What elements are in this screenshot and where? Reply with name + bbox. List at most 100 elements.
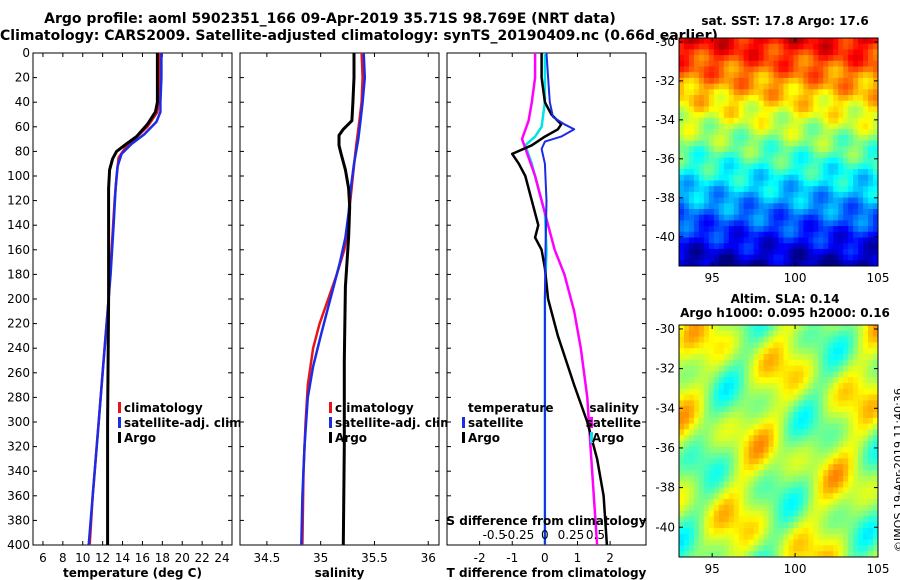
y-tick-label: 260 bbox=[7, 366, 30, 380]
x-tick-label: 0 bbox=[541, 551, 549, 565]
x-tick-label: 34.5 bbox=[254, 551, 281, 565]
temp-legend-label: Argo bbox=[124, 431, 156, 445]
sla_map-xtick-label: 105 bbox=[867, 562, 890, 576]
y-tick-label: 140 bbox=[7, 218, 30, 232]
diff-legend-left-label: satellite bbox=[468, 416, 523, 430]
y-tick-label: 40 bbox=[15, 95, 30, 109]
sla_map-xtick-label: 100 bbox=[784, 562, 807, 576]
sla_map-ytick-label: -34 bbox=[655, 401, 675, 415]
x-tick-label: -1 bbox=[506, 551, 518, 565]
diff-legend-right-title: salinity bbox=[589, 401, 639, 415]
x2-tick-label: -0.25 bbox=[503, 528, 534, 542]
sla-map-title: Altim. SLA: 0.14 Argo h1000: 0.095 h2000… bbox=[678, 292, 892, 320]
temp-legend-swatch bbox=[118, 417, 121, 428]
diff-legend-swatch bbox=[462, 432, 465, 443]
difference-frame bbox=[446, 52, 647, 546]
sst-map-title: sat. SST: 17.8 Argo: 17.6 bbox=[701, 14, 869, 28]
salinity-frame bbox=[239, 52, 440, 546]
sla_map-ytick-label: -40 bbox=[655, 520, 675, 534]
diff-line-t-satellite bbox=[540, 52, 576, 545]
x-tick-label: 18 bbox=[155, 551, 170, 565]
sla_map: -30 -32 -34 -36 -38 -40 95 100 105 bbox=[655, 322, 889, 576]
x-tick-label: 36 bbox=[421, 551, 436, 565]
y-tick-label: 360 bbox=[7, 489, 30, 503]
temp-legend-swatch bbox=[118, 402, 121, 413]
sst_map-xtick-label: 95 bbox=[705, 271, 720, 285]
x-tick-label: -2 bbox=[474, 551, 486, 565]
sst_map-ytick-label: -30 bbox=[655, 35, 675, 49]
x-tick-label: 6 bbox=[39, 551, 47, 565]
diff-legend-swatch bbox=[590, 432, 593, 443]
sst_map-xtick-label: 105 bbox=[867, 271, 890, 285]
difference-xlabel: T difference from climatology bbox=[447, 566, 647, 580]
diff-legend-right-label: satellite bbox=[586, 416, 641, 430]
y-tick-label: 180 bbox=[7, 267, 30, 281]
sst_map-xtick-label: 100 bbox=[784, 271, 807, 285]
x2-tick-label: 0.5 bbox=[586, 528, 605, 542]
temp-line-argo bbox=[106, 53, 159, 545]
sla_map-xtick-label: 95 bbox=[705, 562, 720, 576]
y-tick-label: 320 bbox=[7, 440, 30, 454]
sla-title-line2: Argo h1000: 0.095 h2000: 0.16 bbox=[680, 306, 890, 320]
sal-legend-swatch bbox=[329, 402, 332, 413]
sst_map-ytick-label: -36 bbox=[655, 152, 675, 166]
x-tick-label: 22 bbox=[195, 551, 210, 565]
sst_map-ytick-label: -32 bbox=[655, 74, 675, 88]
y-tick-label: 240 bbox=[7, 341, 30, 355]
sla_map-ytick-label: -32 bbox=[655, 362, 675, 376]
temp-legend-label: satellite-adj. clim. bbox=[124, 416, 246, 430]
x2-tick-label: -0.5 bbox=[483, 528, 506, 542]
x-tick-label: 1 bbox=[574, 551, 582, 565]
y-tick-label: 280 bbox=[7, 390, 30, 404]
temp-line-satelliteadjclim bbox=[87, 53, 163, 546]
y-tick-label: 300 bbox=[7, 415, 30, 429]
sal-legend-label: satellite-adj. clim. bbox=[335, 416, 457, 430]
sst_map-ytick-label: -38 bbox=[655, 191, 675, 205]
y-tick-label: 20 bbox=[15, 71, 30, 85]
y-tick-label: 0 bbox=[22, 46, 30, 60]
temp-legend-label: climatology bbox=[124, 401, 203, 415]
x2-tick-label: 0.25 bbox=[558, 528, 585, 542]
sla_map-frame bbox=[678, 324, 879, 558]
y-tick-label: 160 bbox=[7, 243, 30, 257]
y-tick-label: 220 bbox=[7, 317, 30, 331]
sal-legend-swatch bbox=[329, 417, 332, 428]
diff-legend-swatch bbox=[462, 417, 465, 428]
diff-x2label: S difference from climatology bbox=[446, 514, 646, 528]
sal-legend-swatch bbox=[329, 432, 332, 443]
y-tick-label: 340 bbox=[7, 464, 30, 478]
x-tick-label: 2 bbox=[606, 551, 614, 565]
y-tick-label: 200 bbox=[7, 292, 30, 306]
sst_map-raster bbox=[679, 38, 878, 266]
diff-legend-left-title: temperature bbox=[468, 401, 553, 415]
sla_map-ytick-label: -36 bbox=[655, 441, 675, 455]
sla-title-line1: Altim. SLA: 0.14 bbox=[730, 292, 840, 306]
diff-line-s-satellite bbox=[520, 53, 599, 546]
x-tick-label: 35 bbox=[313, 551, 328, 565]
sst_map-ytick-label: -40 bbox=[655, 230, 675, 244]
temperature-xlabel: temperature (deg C) bbox=[63, 566, 202, 580]
sal-line-satelliteadjclim bbox=[300, 52, 367, 546]
y-tick-label: 380 bbox=[7, 513, 30, 527]
sst_map: -30 -32 -34 -36 -38 -40 95 100 105 bbox=[655, 35, 889, 285]
sal-legend-label: Argo bbox=[335, 431, 367, 445]
y-tick-label: 80 bbox=[15, 144, 30, 158]
y-tick-label: 400 bbox=[7, 538, 30, 552]
x-tick-label: 16 bbox=[135, 551, 150, 565]
temp-legend-swatch bbox=[118, 432, 121, 443]
y-tick-label: 60 bbox=[15, 120, 30, 134]
x-tick-label: 12 bbox=[95, 551, 110, 565]
chart-title-line1: Argo profile: aoml 5902351_166 09-Apr-20… bbox=[44, 11, 616, 27]
diff-legend-right-label: Argo bbox=[592, 431, 624, 445]
salinity-xlabel: salinity bbox=[315, 566, 365, 580]
sal-line-argo bbox=[337, 53, 356, 546]
x-tick-label: 35.5 bbox=[361, 551, 388, 565]
temperature-frame bbox=[32, 52, 233, 546]
y-tick-label: 100 bbox=[7, 169, 30, 183]
x2-tick-label: 0 bbox=[541, 528, 549, 542]
chart-title-line2: Climatology: CARS2009. Satellite-adjuste… bbox=[0, 28, 718, 44]
diff-legend-left-label: Argo bbox=[468, 431, 500, 445]
x-tick-label: 8 bbox=[59, 551, 67, 565]
diff-legend-swatch bbox=[590, 417, 593, 428]
